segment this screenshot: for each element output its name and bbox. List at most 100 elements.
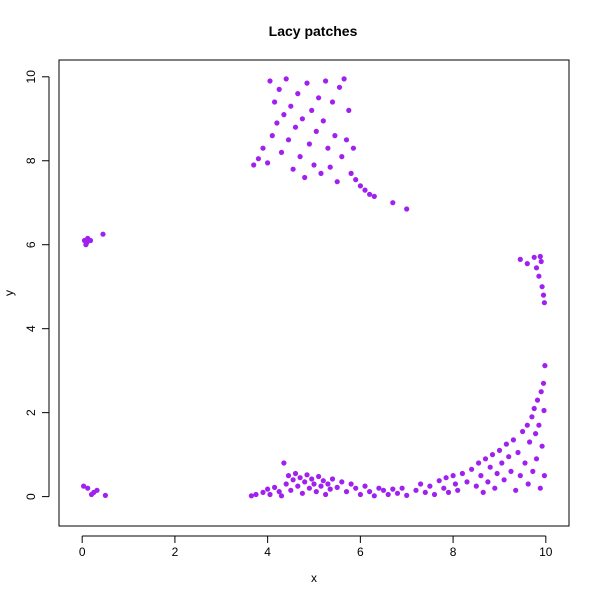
data-point [304,80,310,86]
data-point [272,99,278,105]
data-point [329,476,336,482]
data-point [281,112,287,118]
x-tick-label: 0 [79,545,86,559]
data-point [353,177,359,183]
data-point [318,170,324,176]
data-point [503,441,509,447]
data-point [367,191,373,197]
data-point [348,170,354,176]
plot-frame [58,59,570,527]
data-point [325,481,331,487]
data-point [339,154,345,160]
data-point [323,491,329,498]
data-point [255,156,261,162]
y-tick-label: 4 [24,325,38,332]
data-point [464,479,470,485]
data-point [539,284,545,290]
data-point [538,258,544,265]
data-point [371,493,377,499]
data-point [533,265,540,271]
data-point [492,485,498,491]
data-point [489,452,496,458]
data-point [540,380,547,386]
data-point [265,160,271,166]
data-point [290,477,296,483]
data-point [537,485,543,491]
data-point [404,492,410,498]
data-point [297,475,303,481]
data-point [541,473,548,479]
data-point [276,489,282,495]
x-tick-label: 2 [172,545,179,559]
data-point [313,489,319,495]
data-point [494,470,500,477]
data-point [357,183,363,189]
data-point [325,145,331,151]
data-point [339,479,345,485]
data-point [290,166,296,172]
data-point [81,483,87,489]
data-point [260,145,266,151]
data-point [320,118,326,124]
data-point [343,137,350,143]
y-tick-label: 8 [24,157,38,164]
data-point [531,405,537,412]
data-point [529,414,535,420]
data-point [309,476,315,482]
data-point [441,485,447,491]
data-point [313,128,319,134]
data-point [299,490,305,496]
data-point [496,447,503,453]
data-point [362,483,368,489]
data-point [445,489,452,495]
data-point [299,116,305,122]
data-point [274,120,280,126]
data-point [522,460,528,466]
data-point [260,489,266,495]
data-point [357,491,363,498]
data-point [480,489,486,495]
data-point [371,193,377,199]
data-point [538,389,544,395]
y-tick-label: 2 [24,409,38,416]
data-point [350,145,356,151]
x-axis-label: x [311,571,317,585]
data-point [316,473,322,480]
data-point [348,481,354,487]
data-point [436,478,442,484]
data-point [536,273,542,279]
data-point [327,164,333,170]
data-point [311,481,317,487]
data-point [251,162,257,168]
data-point [309,107,315,113]
data-point [285,473,292,479]
data-point [302,479,308,485]
data-point [311,162,317,168]
data-point [306,485,312,491]
data-point [517,473,523,479]
data-point [508,468,514,474]
data-point [390,200,396,206]
data-point [536,422,542,428]
data-point [288,103,294,109]
data-point [404,206,410,212]
data-point [413,487,419,493]
y-axis: 0 2 4 6 8 10 [24,70,50,500]
data-point [267,78,273,84]
data-point [281,460,287,466]
data-point [272,484,278,490]
data-point [85,485,91,491]
data-point [267,491,273,498]
data-point [537,253,543,260]
data-point [295,483,301,489]
data-point [334,484,340,490]
data-point [469,466,475,472]
data-point [473,483,479,489]
data-point [278,493,285,499]
data-point [399,485,405,491]
data-point [334,179,340,185]
data-point [501,477,507,483]
data-point [541,407,547,414]
data-point [380,487,387,493]
